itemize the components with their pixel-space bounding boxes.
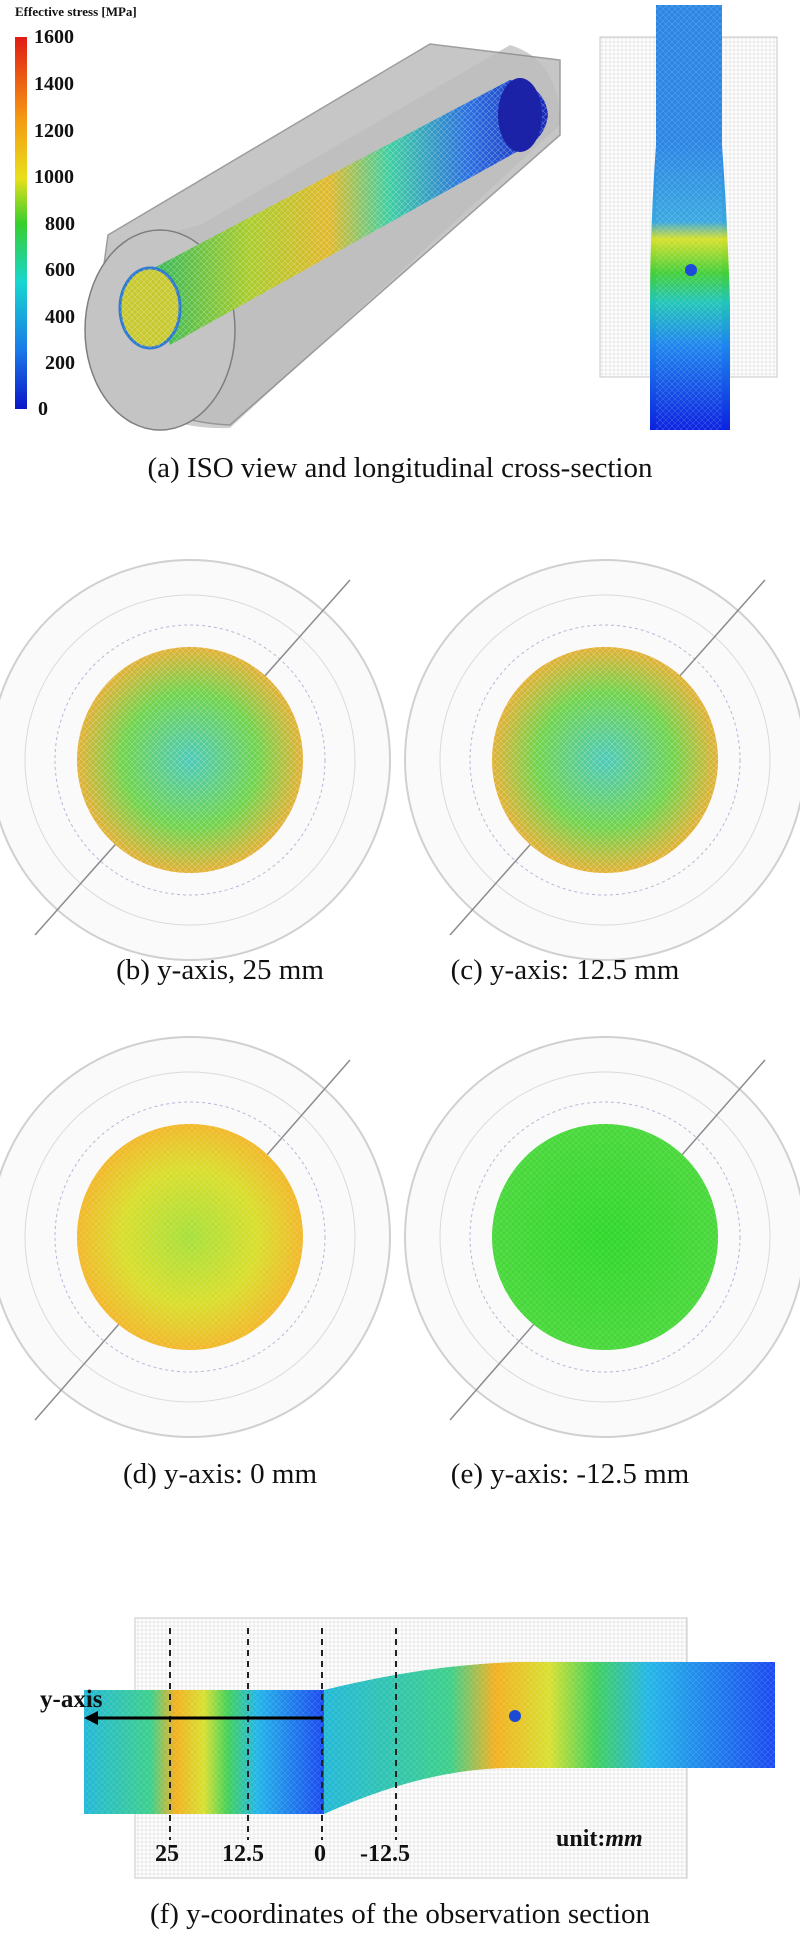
legend-tick: 400 <box>45 306 75 328</box>
iso-view <box>84 43 561 431</box>
caption-e: (e) y-axis: -12.5 mm <box>450 1458 690 1490</box>
caption-b: (b) y-axis, 25 mm <box>116 954 324 986</box>
tick-25: 25 <box>155 1841 179 1867</box>
section-b <box>0 559 391 961</box>
section-e <box>404 1036 800 1438</box>
caption-a: (a) ISO view and longitudinal cross-sect… <box>147 452 653 484</box>
legend-tick: 1600 <box>34 26 74 48</box>
colorbar <box>15 37 27 409</box>
caption-f: (f) y-coordinates of the observation sec… <box>149 1898 651 1930</box>
legend-tick: 1000 <box>34 166 74 188</box>
tick-0: 0 <box>314 1841 326 1867</box>
legend-tick: 1200 <box>34 120 74 142</box>
caption-c: (c) y-axis: 12.5 mm <box>450 954 680 986</box>
tick-12-5: 12.5 <box>222 1841 264 1867</box>
section-f-diagram <box>84 1617 775 1879</box>
y-axis-label: y-axis <box>40 1686 103 1713</box>
unit-label: unit:mm <box>556 1826 643 1853</box>
legend-tick: 1400 <box>34 73 74 95</box>
section-d <box>0 1036 391 1438</box>
legend-tick: 800 <box>45 213 75 235</box>
section-c <box>404 559 800 961</box>
legend-tick: 600 <box>45 259 75 281</box>
legend-title: Effective stress [MPa] <box>15 4 137 19</box>
tick-minus-12-5: -12.5 <box>360 1841 410 1867</box>
caption-d: (d) y-axis: 0 mm <box>122 1458 318 1490</box>
legend-tick: 200 <box>45 352 75 374</box>
legend-tick: 0 <box>38 398 48 420</box>
longitudinal-section <box>599 5 778 430</box>
unit-value: mm <box>605 1826 643 1852</box>
unit-prefix: unit: <box>556 1826 606 1852</box>
